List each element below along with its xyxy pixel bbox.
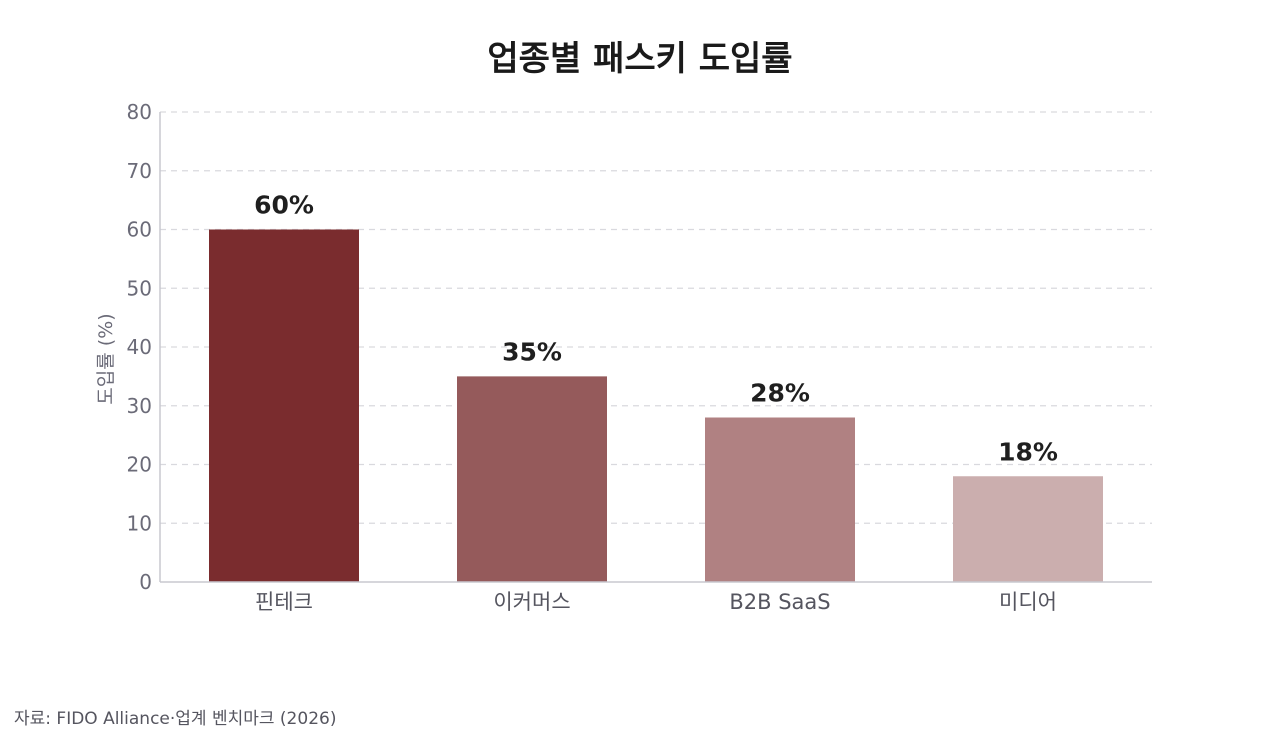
x-tick-label: 미디어 [999,590,1057,614]
x-tick-label: B2B SaaS [729,590,830,614]
y-tick-label: 50 [127,276,152,300]
x-tick-label: 핀테크 [255,590,313,614]
y-tick-label: 40 [127,335,152,359]
data-label: 28% [750,379,810,408]
y-tick-label: 80 [127,100,152,124]
x-tick-label: 이커머스 [493,590,570,614]
y-tick-label: 0 [139,570,152,594]
data-label: 35% [502,337,562,366]
y-tick-label: 70 [127,159,152,183]
data-labels: 60% 35% 28% 18% [254,191,1058,467]
y-tick-label: 60 [127,218,152,242]
bars [209,229,1103,582]
y-axis-ticks: 0 10 20 30 40 50 60 70 80 [127,100,152,594]
data-label: 18% [998,437,1058,466]
y-tick-label: 10 [127,511,152,535]
source-note: 자료: FIDO Alliance·업계 벤치마크 (2026) [14,709,336,729]
y-axis-label: 도입률 (%) [95,313,117,404]
bar [457,376,607,582]
bar [953,476,1103,582]
x-axis-categories: 핀테크 이커머스 B2B SaaS 미디어 [255,590,1057,614]
bar [209,229,359,582]
bar [705,417,855,582]
data-label: 60% [254,191,314,220]
y-tick-label: 20 [127,453,152,477]
y-tick-label: 30 [127,394,152,418]
chart-title: 업종별 패스키 도입률 [487,39,792,79]
